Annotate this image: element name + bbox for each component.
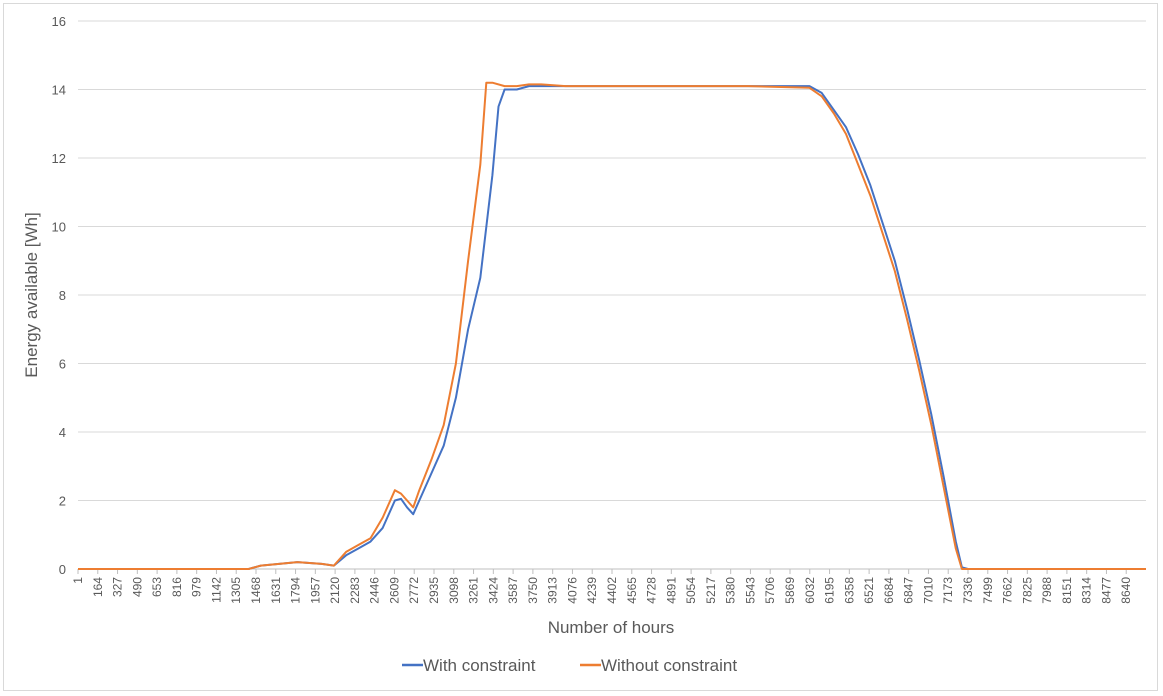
x-tick-label: 6032 <box>803 577 817 604</box>
gridlines <box>78 20 1146 570</box>
line-chart: 0 2 4 6 8 10 12 14 16 1 164 327 490 653 816 979 1142 130… <box>22 14 1146 675</box>
y-tick-label: 8 <box>59 288 66 303</box>
y-tick-label: 14 <box>52 83 66 98</box>
x-tick-label: 5869 <box>783 577 797 604</box>
x-tick-label: 4891 <box>664 577 678 604</box>
x-tick-label: 5380 <box>724 577 738 604</box>
x-tick-label: 5543 <box>743 577 757 604</box>
legend-label-without-constraint: Without constraint <box>601 656 737 675</box>
x-tick-label: 3098 <box>447 577 461 604</box>
x-tick-label: 1794 <box>289 577 303 604</box>
x-tick-label: 3424 <box>486 577 500 604</box>
x-tick-label: 8314 <box>1080 577 1094 604</box>
x-tick-label: 7825 <box>1020 577 1034 604</box>
y-tick-label: 2 <box>59 494 66 509</box>
x-tick-label: 2120 <box>328 577 342 604</box>
x-tick-label: 4239 <box>585 577 599 604</box>
x-tick-label: 6847 <box>902 577 916 604</box>
x-tick-label: 8477 <box>1099 577 1113 604</box>
x-tick-label: 4565 <box>625 577 639 604</box>
x-tick-label: 3750 <box>526 577 540 604</box>
y-axis-title: Energy available [Wh] <box>22 212 41 377</box>
x-tick-label: 1631 <box>269 577 283 604</box>
x-tick-label: 653 <box>150 577 164 597</box>
x-tick-label: 2446 <box>368 577 382 604</box>
x-tick-label: 5706 <box>763 577 777 604</box>
x-tick-label: 6195 <box>823 577 837 604</box>
y-tick-label: 6 <box>59 357 66 372</box>
y-tick-label: 16 <box>52 14 66 29</box>
x-tick-label: 8640 <box>1119 577 1133 604</box>
y-tick-label: 12 <box>52 151 66 166</box>
x-tick-label: 2283 <box>348 577 362 604</box>
x-tick-label: 6358 <box>842 577 856 604</box>
x-tick-label: 2609 <box>387 577 401 604</box>
x-tick-label: 5054 <box>684 577 698 604</box>
x-tick-label: 6684 <box>882 577 896 604</box>
series-lines <box>78 81 1146 570</box>
x-tick-label: 1142 <box>209 577 223 603</box>
x-tick-label: 7173 <box>941 577 955 604</box>
x-tick-label: 4402 <box>605 577 619 604</box>
x-tick-label: 3261 <box>467 577 481 604</box>
x-tick-label: 3587 <box>506 577 520 604</box>
chart-frame: 0 2 4 6 8 10 12 14 16 1 164 327 490 653 816 979 1142 130… <box>3 3 1158 691</box>
x-tick-label: 8151 <box>1060 577 1074 604</box>
x-tick-label: 2935 <box>427 577 441 604</box>
x-tick-label: 164 <box>91 577 105 597</box>
series-line-without-constraint <box>78 81 1146 570</box>
y-axis-ticks: 0 2 4 6 8 10 12 14 16 <box>52 14 66 577</box>
x-tick-label: 1468 <box>249 577 263 604</box>
x-axis-ticks: 1 164 327 490 653 816 979 1142 1305 1468 1631 1794 1… <box>71 569 1133 604</box>
x-tick-label: 490 <box>130 577 144 597</box>
y-tick-label: 10 <box>52 220 66 235</box>
x-tick-label: 4076 <box>565 577 579 604</box>
x-tick-label: 1 <box>71 577 85 584</box>
x-tick-label: 7662 <box>1001 577 1015 604</box>
x-tick-label: 3913 <box>546 577 560 604</box>
x-tick-label: 1305 <box>229 577 243 604</box>
series-line-with-constraint <box>78 85 1146 570</box>
x-tick-label: 327 <box>111 577 125 597</box>
x-axis-title: Number of hours <box>548 618 675 637</box>
x-tick-label: 5217 <box>704 577 718 604</box>
x-tick-label: 7988 <box>1040 577 1054 604</box>
x-tick-label: 2772 <box>407 577 421 604</box>
x-tick-label: 4728 <box>645 577 659 604</box>
legend-label-with-constraint: With constraint <box>423 656 536 675</box>
x-tick-label: 7010 <box>921 577 935 604</box>
y-tick-label: 4 <box>59 425 66 440</box>
x-tick-label: 979 <box>190 577 204 597</box>
x-tick-label: 816 <box>170 577 184 597</box>
x-tick-label: 1957 <box>308 577 322 604</box>
x-tick-label: 6521 <box>862 577 876 604</box>
y-tick-label: 0 <box>59 562 66 577</box>
x-tick-label: 7499 <box>981 577 995 604</box>
x-tick-label: 7336 <box>961 577 975 604</box>
legend: With constraint Without constraint <box>402 656 737 675</box>
